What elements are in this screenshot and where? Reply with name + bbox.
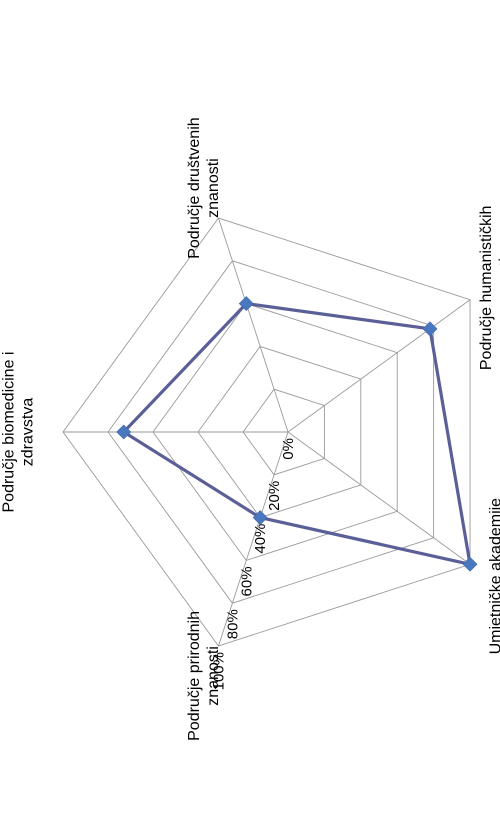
data-point (252, 510, 268, 526)
category-label-line: Umjetničke akademije (487, 498, 500, 655)
category-labels: Područje biomedicine i zdravstvaPodručje … (0, 117, 500, 741)
category-label-line: znanosti (205, 646, 222, 706)
category-label: Područje društvenih znanosti (186, 117, 222, 258)
category-label-line: znanosti (205, 158, 222, 218)
grid-ring-3 (152, 303, 398, 561)
spoke-3 (287, 431, 471, 565)
data-point (238, 296, 254, 312)
data-point (462, 556, 478, 572)
category-label-line: Područje humanističkih (478, 206, 495, 371)
category-label-line: zdravstva (19, 398, 36, 467)
grid-ring-4 (107, 260, 435, 604)
series-line (122, 302, 472, 566)
grid-ring-2 (197, 345, 362, 519)
radial-tick-label: 80% (224, 609, 241, 639)
category-label: Područje prirodnih znanosti (186, 611, 222, 741)
radial-tick-labels: 0% 20% 40% 60% 80% 100% (210, 438, 297, 690)
category-label-line: Područje biomedicine i (0, 352, 17, 513)
radial-tick-label: 0% (280, 438, 297, 460)
series (116, 296, 478, 572)
category-label-line: Područje društvenih (186, 117, 203, 258)
grid (62, 217, 471, 647)
category-label-line: znanosti (497, 258, 500, 318)
radial-tick-label: 100% (210, 652, 227, 690)
category-label: Područje biomedicine i zdravstva (0, 352, 36, 513)
grid-ring-5 (62, 217, 471, 647)
data-point (422, 321, 438, 337)
grid-ring-1 (242, 388, 325, 476)
radial-tick-label: 40% (252, 524, 269, 554)
category-label: Područje humanističkih znanosti (478, 206, 500, 371)
radial-tick-label: 20% (266, 481, 283, 511)
plot-area: 0% 20% 40% 60% 80% 100% Područje biomedicine … (0, 117, 500, 741)
spoke-1 (218, 217, 289, 433)
category-label: Umjetničke akademije (487, 498, 500, 655)
radial-tick-label: 60% (238, 566, 255, 596)
spoke-4 (218, 431, 289, 647)
category-label-line: Područje prirodnih (186, 611, 203, 741)
spoke-2 (287, 299, 471, 433)
data-point (116, 424, 132, 440)
spokes (63, 217, 471, 647)
